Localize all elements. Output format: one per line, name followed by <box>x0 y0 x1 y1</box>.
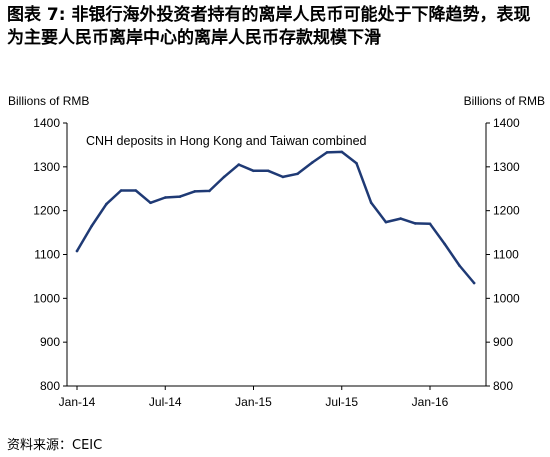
y-tick-label-right: 1000 <box>493 291 520 305</box>
y-tick-label-right: 1400 <box>493 116 520 130</box>
y-tick-label-left: 1300 <box>33 160 60 174</box>
x-tick-label: Jan-15 <box>235 395 272 409</box>
data-point <box>164 196 167 199</box>
data-point <box>399 217 402 220</box>
chart-series <box>75 150 476 285</box>
data-point <box>458 264 461 267</box>
data-point <box>311 161 314 164</box>
data-point <box>266 169 270 173</box>
data-point <box>325 151 329 154</box>
data-point <box>134 189 138 192</box>
data-point <box>472 281 476 285</box>
y-tick-label-right: 1300 <box>493 160 520 174</box>
data-point <box>149 201 152 205</box>
line-chart: Billions of RMB Billions of RMB 800 800 90… <box>8 94 545 409</box>
y-axis-left-label: Billions of RMB <box>8 94 89 108</box>
chart-axes <box>66 123 487 387</box>
data-point <box>178 195 182 198</box>
series-line <box>75 150 476 285</box>
data-point <box>193 190 196 193</box>
data-point <box>90 224 93 228</box>
y-tick-label-right: 900 <box>493 335 513 349</box>
data-point <box>252 169 255 173</box>
data-point <box>443 242 447 246</box>
data-point <box>355 162 358 165</box>
y-tick-label-left: 1200 <box>33 204 60 218</box>
data-point <box>414 222 417 225</box>
data-point <box>105 202 108 206</box>
y-tick-label-left: 1400 <box>33 116 60 130</box>
chart-annotation: CNH deposits in Hong Kong and Taiwan com… <box>86 134 367 148</box>
y-tick-label-right: 1100 <box>493 248 519 262</box>
data-point <box>75 249 79 253</box>
data-point <box>340 150 344 154</box>
data-point <box>428 222 432 226</box>
data-point <box>296 172 299 176</box>
figure-source: 资料来源：CEIC <box>7 438 103 453</box>
y-tick-label-right: 1200 <box>493 204 520 218</box>
x-tick-label: Jul-14 <box>149 395 182 409</box>
y-tick-label-left: 1100 <box>34 248 60 262</box>
x-tick-label: Jan-14 <box>59 395 96 409</box>
data-point <box>369 201 373 205</box>
data-point <box>237 163 241 166</box>
figure-title: 图表 7: 非银行海外投资者持有的离岸人民币可能处于下降趋势，表现为主要人民币离… <box>7 5 531 48</box>
data-point <box>119 189 123 192</box>
data-point <box>208 189 211 193</box>
y-axis-right-label: Billions of RMB <box>464 94 545 108</box>
data-point <box>281 175 285 179</box>
y-tick-label-right: 800 <box>493 379 513 393</box>
data-point <box>384 220 388 224</box>
y-tick-label-left: 900 <box>40 335 60 349</box>
y-tick-label-left: 800 <box>40 379 60 393</box>
x-tick-label: Jul-15 <box>325 395 358 409</box>
x-tick-label: Jan-16 <box>412 395 449 409</box>
y-tick-label-left: 1000 <box>33 291 60 305</box>
data-point <box>222 175 226 179</box>
chart-ticks: 800 800 900 900 1000 1000 1100 1100 1200 1200 1300… <box>33 116 520 409</box>
